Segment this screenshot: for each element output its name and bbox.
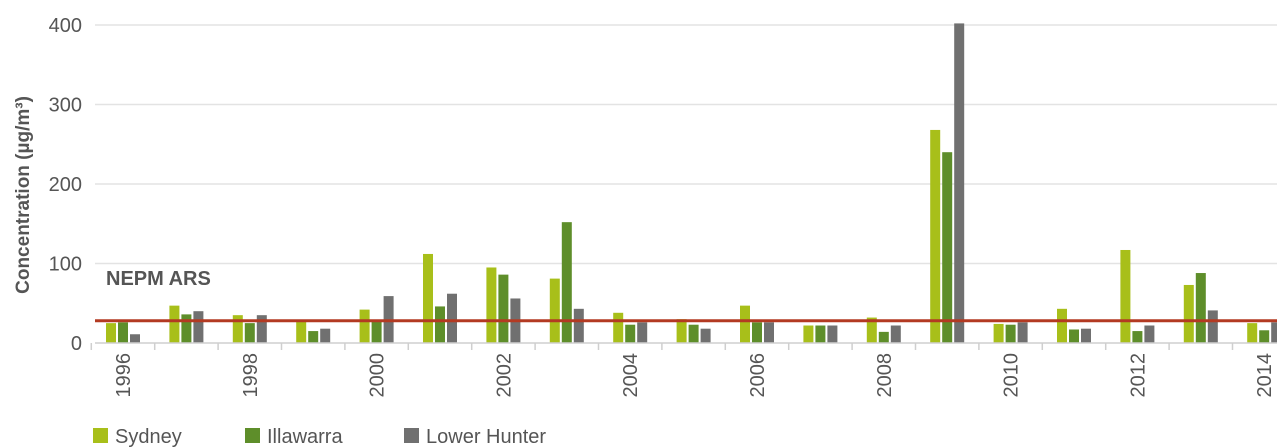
- bar: [1057, 308, 1067, 343]
- bar: [866, 317, 877, 343]
- x-tick-label: 1996: [113, 353, 135, 398]
- x-tick-label: 2004: [620, 353, 642, 398]
- x-tick-label: 2006: [747, 353, 769, 398]
- x-tick-label: 2008: [874, 353, 896, 398]
- bar: [1081, 328, 1091, 343]
- bars: [106, 23, 1277, 343]
- bar: [764, 322, 774, 343]
- bar: [320, 328, 331, 343]
- bar: [613, 312, 624, 343]
- legend-label: Lower Hunter: [426, 426, 546, 448]
- y-axis-ticks: 0 100 200 300 400: [49, 15, 82, 355]
- legend-swatch: [404, 428, 419, 443]
- bar: [954, 23, 965, 343]
- bar: [193, 311, 204, 343]
- bar: [256, 315, 267, 343]
- legend-label: Illawarra: [267, 426, 343, 448]
- x-tick-label: 2002: [493, 353, 515, 398]
- bar: [1017, 322, 1028, 343]
- bar: [752, 322, 762, 343]
- x-tick-label: 2010: [1001, 353, 1023, 398]
- bar: [447, 293, 457, 343]
- bar: [942, 152, 953, 343]
- bar: [1183, 284, 1194, 343]
- x-tick-label: 2000: [367, 353, 389, 398]
- legend: Sydney Illawarra Lower Hunter: [93, 426, 546, 448]
- y-axis-title: Concentration (µg/m³): [13, 96, 34, 294]
- bar: [296, 321, 307, 343]
- bar: [573, 308, 584, 343]
- bar: [232, 315, 243, 343]
- bar: [118, 322, 128, 343]
- bar: [878, 331, 889, 343]
- bar: [1144, 325, 1155, 343]
- bar: [1069, 329, 1079, 343]
- bar: [498, 274, 509, 343]
- legend-swatch: [245, 428, 260, 443]
- bar: [1247, 323, 1258, 343]
- gridlines: [95, 24, 1277, 265]
- bar: [637, 322, 648, 343]
- bar: [815, 325, 826, 343]
- bar: [1132, 331, 1143, 343]
- bar: [308, 331, 319, 343]
- bar: [1005, 324, 1016, 343]
- x-axis: 1996 1998 2000 2002 2004 2006 2008 2010 2012 2014: [90, 342, 1277, 398]
- bar: [688, 324, 699, 343]
- legend-swatch: [93, 428, 108, 443]
- bar: [561, 222, 572, 343]
- y-tick-label: 0: [71, 333, 82, 355]
- bar: [181, 314, 192, 343]
- bar: [1271, 322, 1277, 343]
- bar: [676, 319, 687, 343]
- y-tick-label: 300: [49, 95, 82, 117]
- y-tick-label: 200: [49, 174, 82, 196]
- bar: [1195, 273, 1206, 343]
- bar: [700, 328, 711, 343]
- bar: [1120, 249, 1131, 343]
- x-tick-label: 2014: [1254, 353, 1276, 398]
- bar: [130, 334, 140, 343]
- x-tick-label: 2012: [1127, 353, 1149, 398]
- bar: [625, 324, 636, 343]
- bar: [1259, 330, 1270, 343]
- bar: [371, 320, 382, 343]
- bar: [106, 323, 116, 343]
- bar: [993, 323, 1004, 343]
- y-tick-label: 100: [49, 254, 82, 276]
- bar: [930, 129, 941, 343]
- bar: [435, 306, 445, 343]
- bar: [486, 267, 497, 343]
- bar: [359, 309, 370, 343]
- bar: [1207, 310, 1218, 343]
- y-tick-label: 400: [49, 15, 82, 37]
- legend-label: Sydney: [115, 426, 182, 448]
- x-tick-label: 1998: [240, 353, 262, 398]
- bar: [827, 325, 838, 343]
- bar: [740, 305, 750, 343]
- bar: [169, 305, 180, 343]
- bar: [423, 253, 433, 343]
- bar: [803, 325, 814, 343]
- bar: [244, 323, 255, 343]
- bar: [890, 325, 901, 343]
- bar: [549, 278, 560, 343]
- reference-line-label: NEPM ARS: [106, 268, 211, 290]
